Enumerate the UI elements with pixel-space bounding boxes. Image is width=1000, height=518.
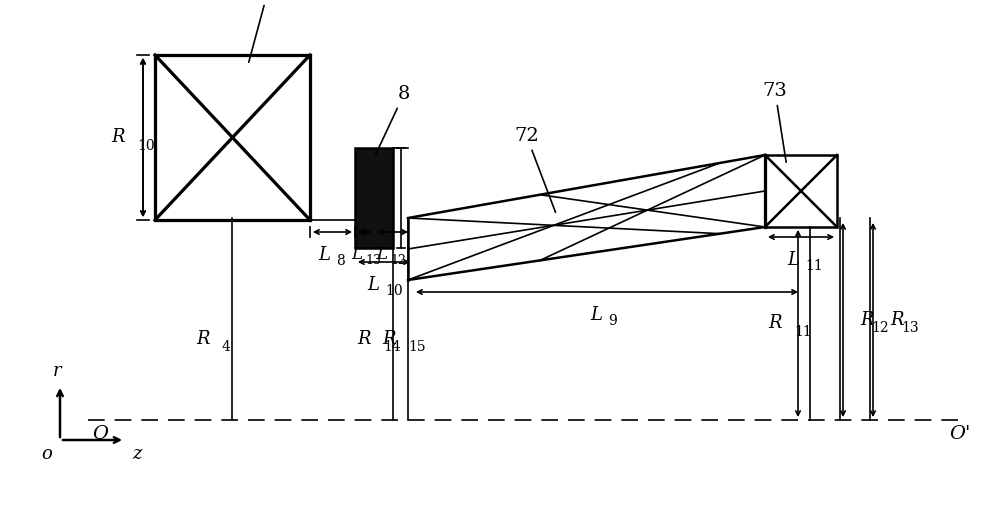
Text: O: O bbox=[92, 425, 108, 443]
Text: 11: 11 bbox=[805, 259, 823, 273]
Bar bbox=[355, 148, 393, 248]
Text: 13: 13 bbox=[901, 321, 919, 335]
Text: 8: 8 bbox=[375, 85, 410, 155]
Text: R: R bbox=[196, 330, 210, 348]
Text: R: R bbox=[358, 330, 371, 348]
Text: o: o bbox=[41, 445, 52, 463]
Text: O': O' bbox=[949, 425, 971, 443]
Text: 13: 13 bbox=[365, 254, 381, 267]
Text: 10: 10 bbox=[137, 138, 155, 152]
Text: R: R bbox=[382, 330, 396, 348]
Text: 14: 14 bbox=[383, 340, 401, 354]
Text: R: R bbox=[860, 311, 874, 329]
Text: 10: 10 bbox=[386, 284, 403, 298]
Text: R: R bbox=[890, 311, 904, 329]
Text: L: L bbox=[590, 306, 602, 324]
Text: L: L bbox=[318, 246, 330, 264]
Bar bbox=[155, 55, 310, 220]
Text: 11: 11 bbox=[794, 324, 812, 338]
Text: L: L bbox=[368, 276, 380, 294]
Text: L: L bbox=[352, 246, 362, 263]
Text: 12: 12 bbox=[390, 254, 406, 267]
Text: L: L bbox=[787, 251, 799, 269]
Text: R: R bbox=[112, 128, 125, 147]
Text: 9: 9 bbox=[608, 314, 617, 328]
Text: L: L bbox=[376, 246, 388, 263]
Bar bbox=[765, 155, 837, 227]
Text: 8: 8 bbox=[336, 254, 345, 268]
Text: r: r bbox=[53, 362, 61, 380]
Text: 71: 71 bbox=[249, 0, 280, 62]
Text: 12: 12 bbox=[871, 321, 889, 335]
Text: 73: 73 bbox=[763, 82, 787, 162]
Text: 4: 4 bbox=[222, 340, 231, 354]
Text: 72: 72 bbox=[514, 127, 556, 212]
Text: R: R bbox=[768, 314, 782, 333]
Text: z: z bbox=[132, 445, 142, 463]
Text: 15: 15 bbox=[408, 340, 426, 354]
